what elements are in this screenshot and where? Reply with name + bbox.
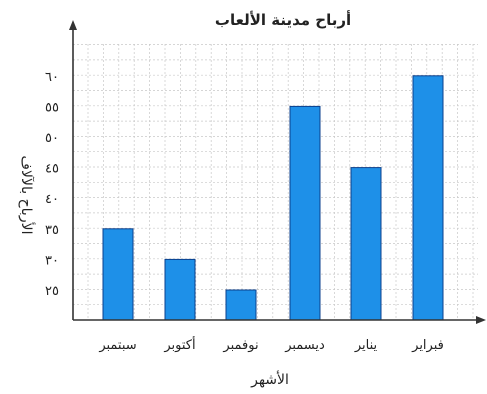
x-tick-labels: سبتمبر أكتوبر نوفمبر ديسمبر يناير فبراير — [98, 336, 444, 353]
bar — [164, 258, 196, 321]
y-tick-label: ٤٠ — [45, 192, 59, 207]
x-axis-label: الأشهر — [250, 370, 289, 388]
bar — [289, 105, 321, 321]
y-axis-label: الأرباح بالآلاف — [18, 156, 36, 235]
bar — [102, 228, 134, 321]
y-tick-label: ٦٠ — [45, 70, 59, 85]
y-tick-labels: ٢٥ ٣٠ ٣٥ ٤٠ ٤٥ ٥٠ ٥٥ ٦٠ — [45, 70, 59, 299]
y-tick-label: ٤٥ — [45, 162, 59, 177]
axes — [69, 20, 486, 324]
bar — [412, 75, 444, 321]
x-axis-arrow — [476, 316, 486, 324]
y-axis-arrow — [69, 20, 77, 30]
x-tick-label: ديسمبر — [284, 338, 325, 353]
y-tick-label: ٣٥ — [45, 223, 59, 238]
bars — [102, 75, 444, 321]
y-tick-label: ٢٥ — [45, 284, 59, 299]
bar — [350, 167, 382, 321]
chart-title: أرباح مدينة الألعاب — [215, 10, 351, 29]
y-tick-label: ٥٥ — [45, 100, 59, 115]
y-tick-label: ٥٠ — [45, 131, 59, 146]
bar — [225, 289, 257, 321]
x-tick-label: أكتوبر — [163, 336, 195, 353]
y-tick-label: ٣٠ — [45, 253, 59, 268]
x-tick-label: سبتمبر — [98, 338, 136, 353]
x-tick-label: نوفمبر — [222, 338, 258, 353]
x-tick-label: فبراير — [411, 338, 444, 353]
x-tick-label: يناير — [354, 338, 378, 353]
